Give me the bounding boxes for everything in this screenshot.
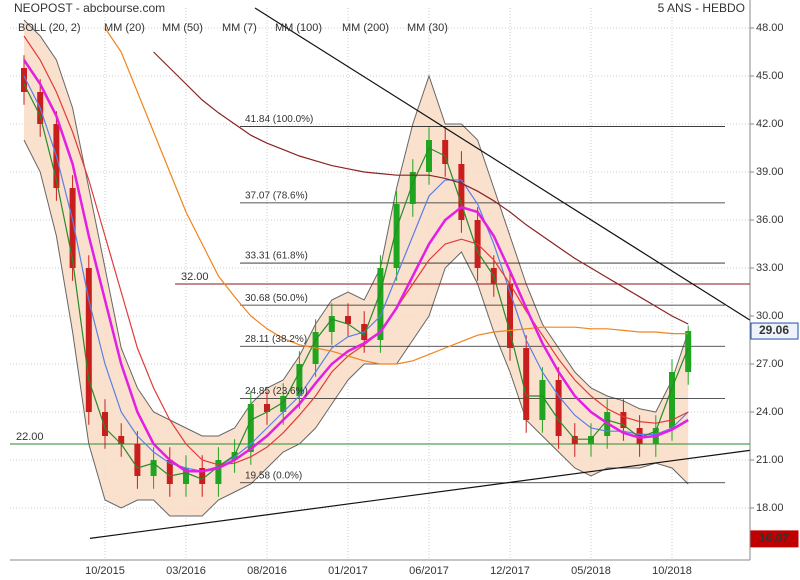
moving-average: [23, 83, 689, 480]
candle-body: [426, 140, 432, 172]
y-tick-label: 39.00: [756, 166, 784, 178]
candle-body: [280, 396, 287, 412]
candle-body: [150, 460, 157, 476]
bollinger-band: [24, 20, 689, 516]
fib-label: 30.68 (50.0%): [245, 293, 308, 304]
fib-label: 24.85 (23.6%): [245, 386, 308, 397]
candle-body: [636, 428, 643, 444]
candle-body: [377, 268, 384, 340]
legend-entry: MM (20): [104, 22, 145, 34]
candle-body: [669, 372, 675, 428]
y-tick-label: 21.00: [756, 454, 784, 466]
x-tick-label: 12/2017: [490, 565, 530, 577]
fib-label: 33.31 (61.8%): [245, 251, 308, 262]
y-tick-label: 30.00: [756, 310, 784, 322]
candle-body: [134, 444, 141, 476]
candle-body: [458, 164, 465, 220]
x-tick-label: 10/2015: [85, 565, 125, 577]
candle-body: [507, 284, 513, 348]
y-tick-label: 36.00: [756, 214, 784, 226]
candle-body: [69, 188, 76, 268]
candle-body: [523, 348, 530, 420]
y-tick-label: 33.00: [756, 262, 784, 274]
legend-entry: MM (50): [162, 22, 203, 34]
candle-body: [102, 412, 108, 436]
candle-body: [555, 380, 562, 436]
legend-entry: MM (200): [342, 22, 389, 34]
moving-average: [153, 51, 689, 325]
candle-body: [21, 68, 27, 92]
chart-subtitle: 5 ANS - HEBDO: [658, 1, 745, 15]
candle-body: [393, 204, 400, 268]
price-tag-box: [750, 530, 799, 548]
candle-body: [215, 460, 222, 484]
level-label: 32.00: [181, 271, 209, 283]
moving-average: [104, 27, 689, 365]
candle-body: [442, 140, 449, 164]
candle-body: [264, 404, 270, 412]
fib-label: 37.07 (78.6%): [245, 191, 308, 202]
candle-body: [166, 460, 173, 484]
y-tick-label: 24.00: [756, 406, 784, 418]
price-tag-box: [750, 322, 799, 340]
moving-average: [23, 75, 689, 472]
y-tick-label: 42.00: [756, 118, 784, 130]
x-tick-label: 08/2016: [247, 565, 287, 577]
candle-body: [685, 331, 692, 372]
trendline: [254, 7, 751, 321]
price-tag-label: 16.07: [759, 531, 789, 545]
candle-body: [231, 452, 238, 460]
candle-body: [296, 364, 303, 396]
candle-body: [539, 380, 546, 420]
x-tick-label: 06/2017: [409, 565, 449, 577]
candle-body: [328, 316, 335, 332]
candle-body: [409, 172, 416, 204]
candle-body: [183, 468, 189, 484]
candle-body: [247, 404, 254, 452]
legend-entry: MM (7): [222, 22, 257, 34]
y-tick-label: 27.00: [756, 358, 784, 370]
legend-entry: MM (30): [407, 22, 448, 34]
candle-body: [85, 268, 92, 412]
fib-label: 41.84 (100.0%): [245, 114, 313, 125]
chart-title: NEOPOST - abcbourse.com: [14, 1, 165, 15]
candle-body: [620, 412, 627, 428]
legend-entry: BOLL (20, 2): [18, 22, 81, 34]
candle-body: [118, 436, 125, 444]
plot-area: [10, 8, 750, 560]
candle-body: [571, 436, 578, 444]
moving-average: [22, 59, 689, 473]
y-tick-label: 45.00: [756, 70, 784, 82]
candle-body: [199, 468, 206, 484]
fib-label: 28.11 (38.2%): [245, 334, 307, 345]
bollinger-upper: [23, 19, 689, 437]
bollinger-lower: [23, 139, 689, 517]
y-tick-label: 48.00: [756, 22, 784, 34]
x-tick-label: 05/2018: [571, 565, 611, 577]
legend-entry: MM (100): [275, 22, 322, 34]
trendline: [89, 449, 750, 539]
x-tick-label: 03/2016: [166, 565, 206, 577]
candle-body: [588, 436, 594, 444]
y-tick-label: 18.00: [756, 502, 784, 514]
x-tick-label: 01/2017: [328, 565, 368, 577]
x-tick-label: 10/2018: [652, 565, 692, 577]
level-label: 22.00: [16, 431, 44, 443]
price-tag-label: 29.06: [759, 323, 789, 337]
fib-label: 19.58 (0.0%): [245, 470, 302, 481]
moving-average: [23, 35, 689, 466]
candle-body: [345, 316, 351, 324]
